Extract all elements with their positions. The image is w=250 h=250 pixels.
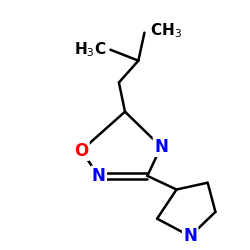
Text: CH$_3$: CH$_3$: [150, 22, 182, 40]
Text: O: O: [74, 142, 88, 160]
Text: N: N: [92, 167, 106, 185]
Text: N: N: [154, 138, 168, 156]
Text: N: N: [183, 227, 197, 245]
Text: H$_3$C: H$_3$C: [74, 40, 107, 59]
